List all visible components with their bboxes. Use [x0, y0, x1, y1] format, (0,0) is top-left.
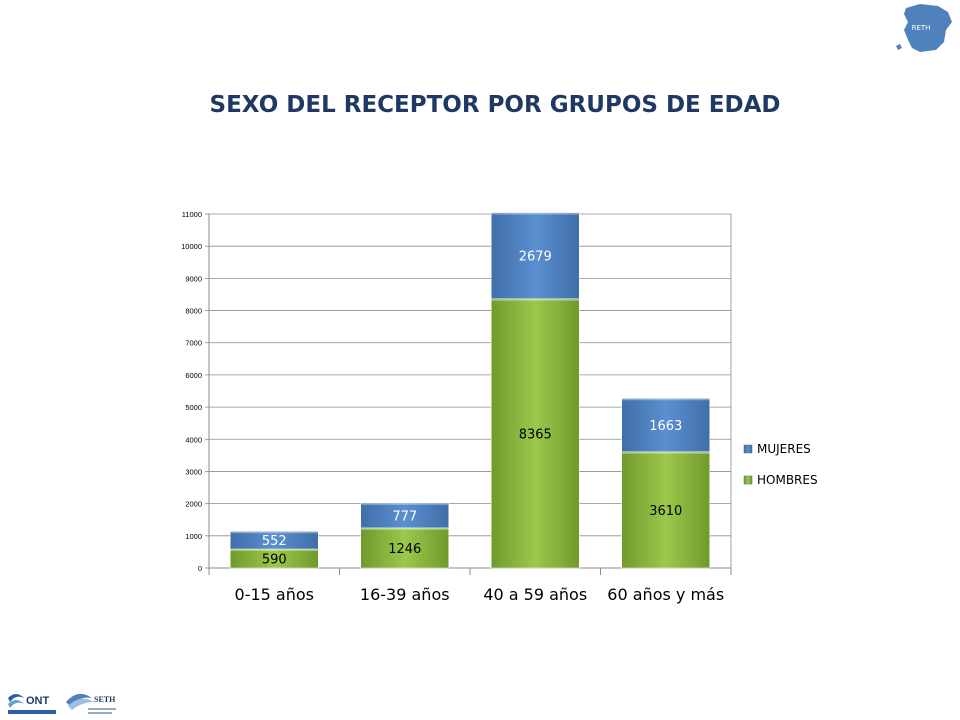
bars: [230, 212, 710, 569]
y-tick-label: 5000: [185, 403, 202, 412]
bar-mujeres: [230, 530, 319, 550]
ont-logo-text: ONT: [26, 695, 50, 707]
y-tick-label: 3000: [185, 467, 202, 476]
legend-swatch-hombres: [743, 475, 753, 485]
bar-mujeres: [621, 398, 710, 453]
bar-highlight: [621, 398, 710, 401]
axes: 0 1000 2000 3000 4000 5000 6000 7000 8000 9000 100…: [181, 210, 732, 604]
legend-label-mujeres: MUJERES: [757, 442, 811, 456]
data-label: 8365: [519, 427, 552, 442]
bar-highlight: [230, 531, 319, 534]
bar-highlight: [621, 451, 710, 454]
bar-mujeres: [360, 502, 449, 529]
bar-highlight: [230, 549, 319, 552]
y-tick-label: 6000: [185, 371, 202, 380]
legend: MUJERES HOMBRES: [743, 442, 818, 487]
data-label: 777: [392, 509, 417, 524]
x-tick-label: 16-39 años: [360, 585, 450, 604]
ont-logo: ONT: [8, 694, 56, 714]
map-logo-text: RETH: [912, 24, 931, 32]
y-tick-label: 11000: [182, 210, 202, 219]
gridlines: [209, 213, 731, 569]
page-title: SEXO DEL RECEPTOR POR GRUPOS DE EDAD: [209, 92, 781, 118]
seth-logo-text: SETH: [94, 695, 116, 704]
x-tick-label: 60 años y más: [607, 585, 724, 604]
legend-label-hombres: HOMBRES: [757, 473, 818, 487]
seth-logo: SETH: [66, 693, 116, 714]
bar-highlight: [491, 212, 580, 215]
y-tick-label: 10000: [181, 242, 202, 251]
data-label: 3610: [649, 504, 682, 519]
bar-highlight: [360, 527, 449, 530]
bar-highlight: [360, 502, 449, 505]
y-tick-label: 9000: [185, 274, 202, 283]
legend-swatch-mujeres: [743, 444, 753, 454]
data-label: 552: [262, 534, 287, 549]
y-tick-label: 8000: [185, 307, 202, 316]
y-tick-label: 0: [198, 564, 202, 573]
spain-map-logo: RETH: [896, 4, 952, 52]
data-labels: 590 552 1246 777 8365 2679 3610 1663: [262, 250, 682, 568]
data-label: 1663: [649, 419, 682, 434]
bar-highlight: [491, 298, 580, 301]
y-tick-label: 1000: [185, 532, 202, 541]
bar-mujeres: [491, 212, 580, 300]
x-tick-label: 0-15 años: [235, 585, 314, 604]
data-label: 1246: [388, 542, 421, 557]
bar-hombres: [621, 451, 710, 569]
y-tick-label: 4000: [185, 435, 202, 444]
bar-hombres: [360, 527, 449, 569]
data-label: 590: [262, 553, 287, 568]
data-label: 2679: [519, 250, 552, 265]
y-tick-label: 7000: [185, 339, 202, 348]
bar-hombres: [491, 298, 580, 569]
y-tick-label: 2000: [185, 500, 202, 509]
x-tick-label: 40 a 59 años: [483, 585, 587, 604]
